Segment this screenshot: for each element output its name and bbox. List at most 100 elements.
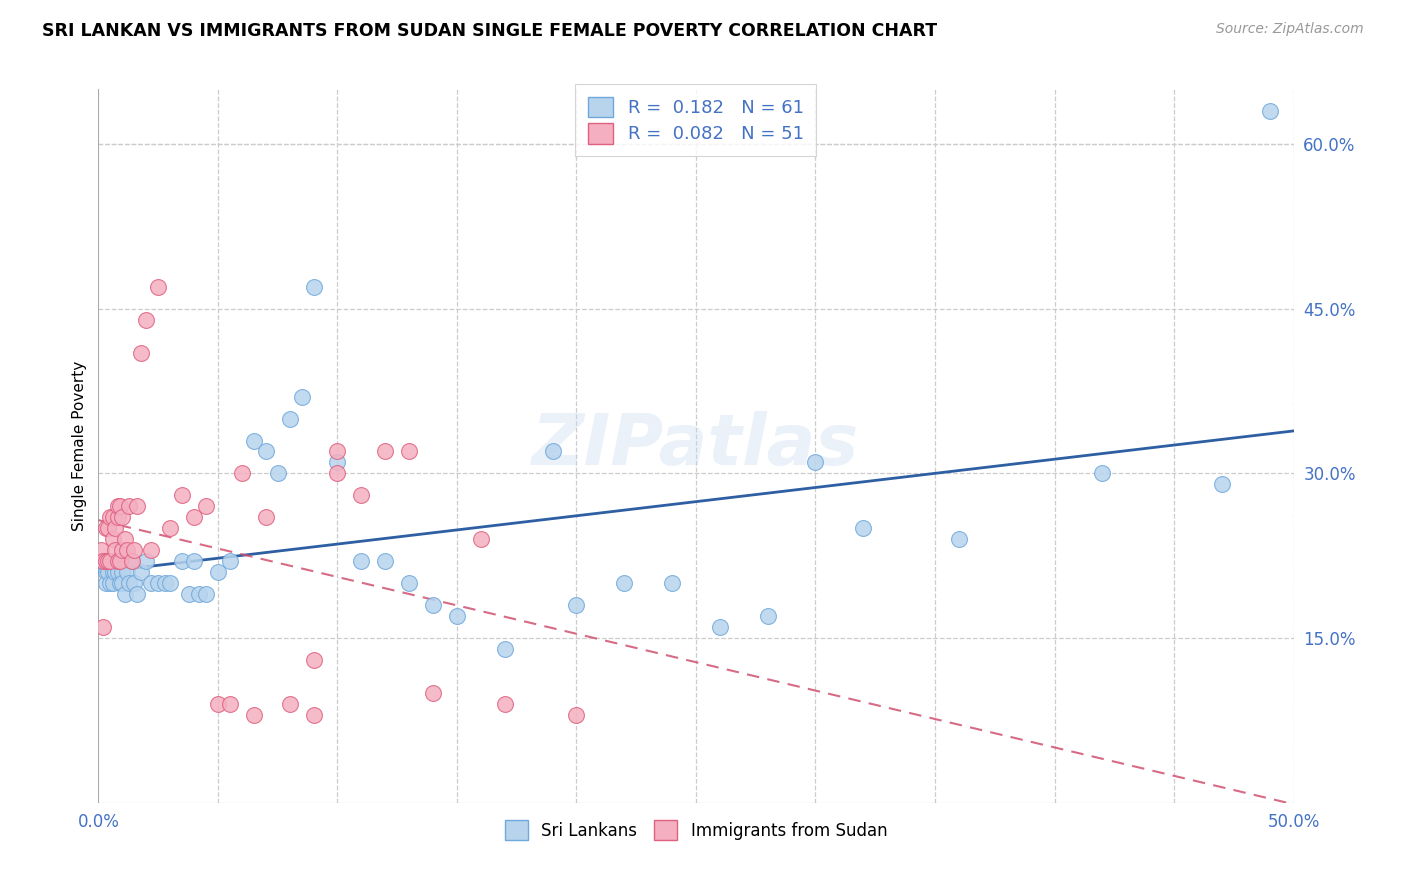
Point xyxy=(104,521,127,535)
Point xyxy=(107,566,129,580)
Legend: Sri Lankans, Immigrants from Sudan: Sri Lankans, Immigrants from Sudan xyxy=(496,812,896,848)
Text: ZIPatlas: ZIPatlas xyxy=(533,411,859,481)
Point xyxy=(94,566,117,580)
Point xyxy=(104,554,127,568)
Point xyxy=(254,444,277,458)
Point xyxy=(121,554,143,568)
Point xyxy=(195,587,218,601)
Point xyxy=(1091,467,1114,481)
Point xyxy=(94,576,117,591)
Point xyxy=(111,543,134,558)
Point xyxy=(494,697,516,711)
Point xyxy=(398,444,420,458)
Point xyxy=(278,411,301,425)
Point xyxy=(125,587,148,601)
Point xyxy=(374,554,396,568)
Point xyxy=(374,444,396,458)
Point xyxy=(422,686,444,700)
Point xyxy=(1211,477,1233,491)
Point xyxy=(118,500,141,514)
Point xyxy=(709,620,731,634)
Point xyxy=(948,533,970,547)
Point xyxy=(94,521,117,535)
Point xyxy=(125,500,148,514)
Point xyxy=(302,280,325,294)
Point xyxy=(108,576,131,591)
Point xyxy=(195,500,218,514)
Point xyxy=(219,554,242,568)
Point xyxy=(148,576,170,591)
Point xyxy=(91,554,114,568)
Point xyxy=(90,554,112,568)
Point xyxy=(219,697,242,711)
Point xyxy=(183,510,205,524)
Point xyxy=(121,554,143,568)
Point xyxy=(494,642,516,657)
Point xyxy=(111,566,134,580)
Y-axis label: Single Female Poverty: Single Female Poverty xyxy=(72,361,87,531)
Point xyxy=(108,554,131,568)
Point xyxy=(107,554,129,568)
Point xyxy=(91,554,114,568)
Point xyxy=(172,554,194,568)
Point xyxy=(98,554,122,568)
Point xyxy=(97,521,120,535)
Point xyxy=(98,576,122,591)
Point xyxy=(115,543,138,558)
Point xyxy=(114,533,136,547)
Point xyxy=(243,708,266,723)
Point xyxy=(1258,104,1281,119)
Point xyxy=(159,576,181,591)
Point xyxy=(207,697,229,711)
Point xyxy=(104,543,127,558)
Point xyxy=(243,434,266,448)
Point xyxy=(107,510,129,524)
Point xyxy=(350,554,373,568)
Point xyxy=(90,543,112,558)
Point xyxy=(101,533,124,547)
Point xyxy=(183,554,205,568)
Point xyxy=(302,653,325,667)
Point xyxy=(661,576,683,591)
Point xyxy=(101,566,124,580)
Point xyxy=(148,280,170,294)
Point xyxy=(565,598,588,612)
Point xyxy=(613,576,636,591)
Point xyxy=(302,708,325,723)
Point xyxy=(124,576,146,591)
Point xyxy=(756,609,779,624)
Point xyxy=(179,587,201,601)
Point xyxy=(115,566,138,580)
Point xyxy=(108,554,131,568)
Point xyxy=(98,510,122,524)
Point xyxy=(422,598,444,612)
Point xyxy=(108,500,131,514)
Point xyxy=(852,521,875,535)
Point xyxy=(111,576,134,591)
Point xyxy=(135,312,157,326)
Point xyxy=(172,488,194,502)
Point xyxy=(187,587,209,601)
Point xyxy=(131,566,153,580)
Point xyxy=(278,697,301,711)
Point xyxy=(350,488,373,502)
Point xyxy=(254,510,277,524)
Point xyxy=(139,576,162,591)
Point xyxy=(97,566,120,580)
Point xyxy=(114,587,136,601)
Point xyxy=(541,444,564,458)
Point xyxy=(111,510,134,524)
Point xyxy=(118,576,141,591)
Point xyxy=(91,620,114,634)
Point xyxy=(207,566,229,580)
Point xyxy=(101,576,124,591)
Point xyxy=(804,455,827,469)
Point xyxy=(139,543,162,558)
Point xyxy=(101,510,124,524)
Point xyxy=(124,543,146,558)
Point xyxy=(97,554,120,568)
Point xyxy=(398,576,420,591)
Point xyxy=(155,576,177,591)
Point xyxy=(326,444,349,458)
Point xyxy=(98,554,122,568)
